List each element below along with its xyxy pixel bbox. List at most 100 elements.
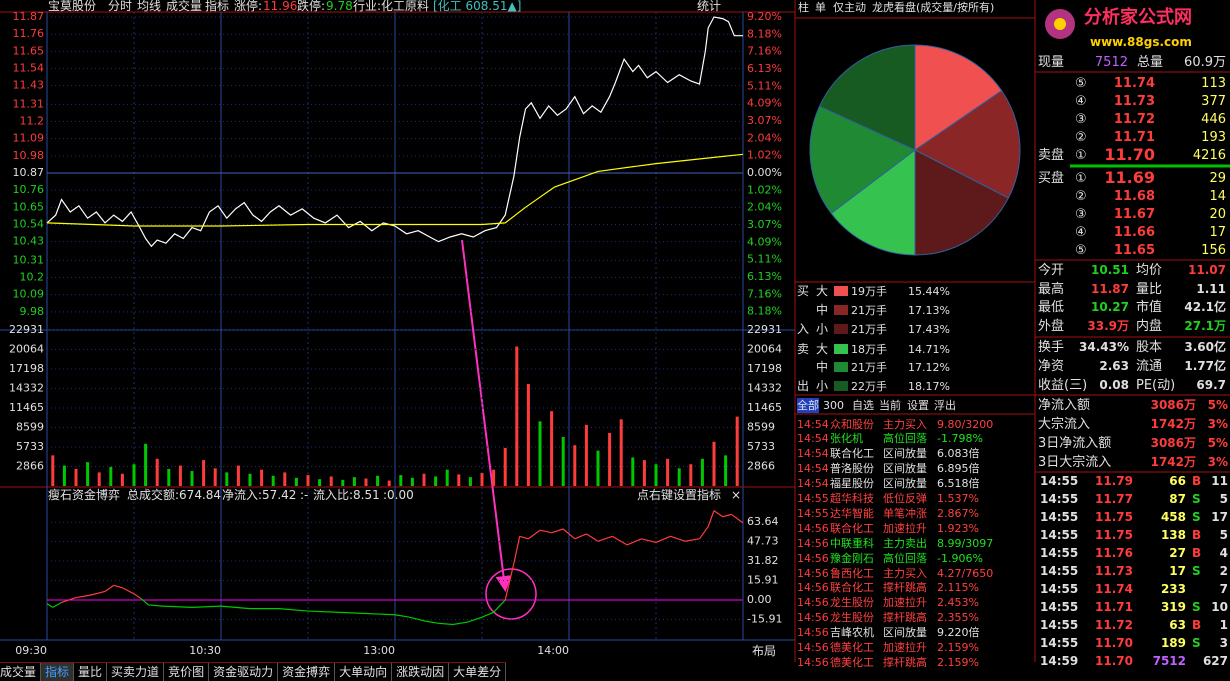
bottom-tab[interactable]: 涨跌动因 <box>392 663 450 681</box>
news-name[interactable]: 福星股份 <box>830 477 874 491</box>
news-name[interactable]: 众和股份 <box>830 417 874 431</box>
header-tab[interactable]: 分时 <box>108 0 133 13</box>
news-name[interactable]: 龙生股份 <box>830 611 874 625</box>
news-event: 加速拉升 <box>883 521 927 535</box>
legend-swatch <box>834 286 848 296</box>
volume-bar <box>573 445 577 486</box>
header-tab[interactable]: 成交量 <box>166 0 203 13</box>
bottom-tab[interactable]: 大单差分 <box>449 663 507 681</box>
pie-tab[interactable]: 单 <box>815 0 826 14</box>
indicator-hint[interactable]: 点右键设置指标 <box>637 488 722 502</box>
news-name[interactable]: 德美化工 <box>830 655 874 669</box>
bottom-tab[interactable]: 买卖力道 <box>107 663 165 681</box>
flow-segment <box>641 538 657 544</box>
news-name[interactable]: 达华智能 <box>830 506 874 520</box>
volume-bar <box>735 416 739 486</box>
bottom-tab[interactable]: 量比 <box>74 663 108 681</box>
order-side: 买盘 <box>1038 170 1065 186</box>
volume-bar <box>724 455 728 486</box>
trade-time: 14:55 <box>1040 564 1079 578</box>
bottom-tab[interactable]: 资金驱动力 <box>209 663 279 681</box>
news-tab[interactable]: 全部 <box>797 397 819 413</box>
stat-value: 3.60亿 <box>1184 340 1226 354</box>
news-name[interactable]: 联合化工 <box>830 447 874 461</box>
layout-button[interactable]: 布局 <box>752 644 777 658</box>
news-name[interactable]: 鲁西化工 <box>830 566 874 580</box>
stat-label: 股本 <box>1136 339 1163 355</box>
news-tab[interactable]: 300 <box>823 398 844 412</box>
pie-tab[interactable]: 仅主动 <box>833 0 866 14</box>
volume-bar <box>387 480 391 486</box>
volume-bar <box>538 421 542 486</box>
order-price: 11.67 <box>1113 206 1155 222</box>
header-tab[interactable]: 均线 <box>137 0 162 13</box>
y2-tick-label: 9.20% <box>747 10 782 23</box>
flow-segment <box>452 621 468 626</box>
flow-segment <box>90 590 106 596</box>
news-name[interactable]: 联合化工 <box>830 521 874 535</box>
bottom-tab[interactable]: 成交量 <box>0 663 42 681</box>
news-name[interactable]: 豫金刚石 <box>830 551 874 565</box>
y-tick-label: 11.43 <box>13 79 45 92</box>
y-tick-label: 10.2 <box>20 271 45 284</box>
flow-percent: 5% <box>1207 436 1228 450</box>
stock-name: 宝莫股份 <box>48 0 97 13</box>
trade-count: 10 <box>1211 600 1228 614</box>
news-event: 区间放量 <box>883 477 927 491</box>
news-name[interactable]: 联合化工 <box>830 581 874 595</box>
volume-bar <box>677 468 681 486</box>
news-name[interactable]: 普洛股份 <box>830 462 874 476</box>
news-name[interactable]: 超华科技 <box>830 492 874 505</box>
bottom-tab[interactable]: 大单动向 <box>335 663 393 681</box>
news-tab[interactable]: 浮出 <box>934 398 956 412</box>
news-name[interactable]: 龙生股份 <box>830 596 874 610</box>
order-price: 11.72 <box>1113 111 1155 127</box>
volume-bar <box>492 469 496 486</box>
order-volume: 446 <box>1201 111 1226 127</box>
news-name[interactable]: 德美化工 <box>830 641 874 654</box>
trade-volume: 87 <box>1169 492 1186 506</box>
news-event: 单笔冲涨 <box>883 506 927 520</box>
volume-bar <box>260 469 264 486</box>
news-tab[interactable]: 自选 <box>852 398 874 412</box>
trade-volume: 63 <box>1169 618 1186 632</box>
pie-tab[interactable]: 龙虎看盘(成交量/按所有) <box>872 0 995 14</box>
news-detail: 6.083倍 <box>937 447 980 461</box>
y-tick-label: 10.43 <box>13 235 45 248</box>
bottom-tab[interactable]: 指标 <box>41 663 75 681</box>
news-event: 低位反弹 <box>883 492 927 505</box>
y-tick-label: 11.2 <box>20 115 45 128</box>
y-tick-label: 22931 <box>9 323 44 336</box>
y2-tick-label: 0.00 <box>747 593 772 606</box>
volume-bar <box>480 473 484 486</box>
news-detail: 8.99/3097 <box>937 536 994 550</box>
volume-bar <box>213 468 217 486</box>
order-level: ③ <box>1075 111 1087 127</box>
flow-segment <box>191 605 222 608</box>
volume-bar <box>422 473 426 486</box>
news-name[interactable]: 吉峰农机 <box>830 626 874 640</box>
y2-tick-label: 7.16% <box>747 45 782 58</box>
news-name[interactable]: 张化机 <box>830 432 863 446</box>
news-tab[interactable]: 当前 <box>879 398 901 412</box>
trade-volume: 319 <box>1160 600 1186 614</box>
stats-button[interactable]: 统计 <box>697 0 722 13</box>
header-tab[interactable]: 指标 <box>205 0 230 13</box>
pie-tab[interactable]: 柱 <box>798 0 809 14</box>
flow-segment <box>562 528 576 540</box>
news-name[interactable]: 中联重科 <box>830 536 874 550</box>
stat-label: 最低 <box>1038 299 1065 315</box>
bottom-tab[interactable]: 资金搏弈 <box>278 663 336 681</box>
close-button[interactable]: × <box>731 488 742 502</box>
flow-segment <box>722 513 732 518</box>
flow-segment <box>513 536 521 564</box>
y-tick-label: 11.09 <box>13 132 45 145</box>
news-time: 14:56 <box>797 581 829 595</box>
bottom-tab[interactable]: 竞价图 <box>164 663 210 681</box>
trade-volume: 66 <box>1169 474 1186 488</box>
news-tab[interactable]: 设置 <box>907 398 929 412</box>
y2-tick-label: 63.64 <box>747 515 779 528</box>
trade-side: B <box>1192 546 1202 560</box>
flow-label: 净流入额 <box>1038 397 1091 413</box>
flow-value: 1742万 <box>1150 417 1196 431</box>
